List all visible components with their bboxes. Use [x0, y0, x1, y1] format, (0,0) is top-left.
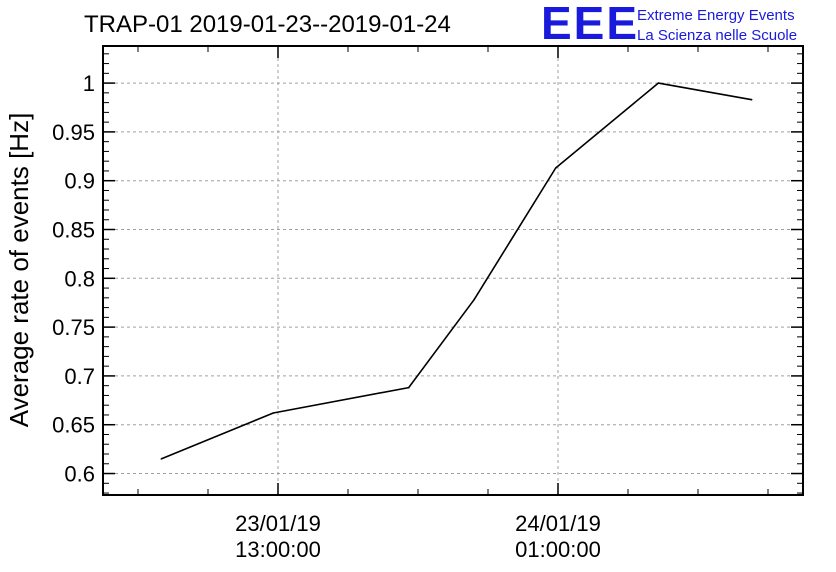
eee-logo: EEE Extreme Energy Events La Scienza nel… — [541, 0, 797, 49]
data-point — [554, 167, 557, 169]
x-tick-label-date: 24/01/19 — [515, 511, 601, 536]
y-tick-label: 0.8 — [64, 266, 95, 291]
series-line — [160, 82, 752, 460]
data-point — [407, 386, 410, 389]
data-point — [750, 98, 753, 101]
logo-mark: EEE — [541, 0, 639, 49]
y-tick-label: 0.95 — [52, 120, 95, 145]
series-layer — [160, 82, 753, 460]
y-tick-label: 0.65 — [52, 413, 95, 438]
y-tick-label: 0.6 — [64, 462, 95, 487]
x-tick-label-time: 13:00:00 — [235, 537, 321, 562]
y-tick-label: 0.85 — [52, 218, 95, 243]
data-point — [272, 412, 275, 414]
y-tick-label: 1 — [83, 71, 95, 96]
grid — [103, 46, 803, 495]
axis-ticks — [103, 46, 803, 495]
x-tick-label-date: 23/01/19 — [235, 511, 321, 536]
plot-frame — [102, 45, 804, 496]
x-tick-label-time: 01:00:00 — [515, 537, 601, 562]
y-tick-label: 0.9 — [64, 169, 95, 194]
data-point — [473, 298, 475, 301]
logo-line-1: Extreme Energy Events — [637, 7, 795, 24]
y-axis-title: Average rate of events [Hz] — [4, 113, 34, 428]
chart-title: TRAP-01 2019-01-23--2019-01-24 — [84, 11, 451, 38]
tick-labels: 0.6 0.65 0.7 0.75 0.8 0.85 0.9 0.95 1 23/01/1913:… — [52, 71, 601, 562]
data-point — [657, 82, 660, 84]
y-tick-label: 0.75 — [52, 315, 95, 340]
y-tick-label: 0.7 — [64, 364, 95, 389]
data-point — [160, 458, 163, 460]
logo-line-2: La Scienza nelle Scuole — [637, 27, 797, 44]
